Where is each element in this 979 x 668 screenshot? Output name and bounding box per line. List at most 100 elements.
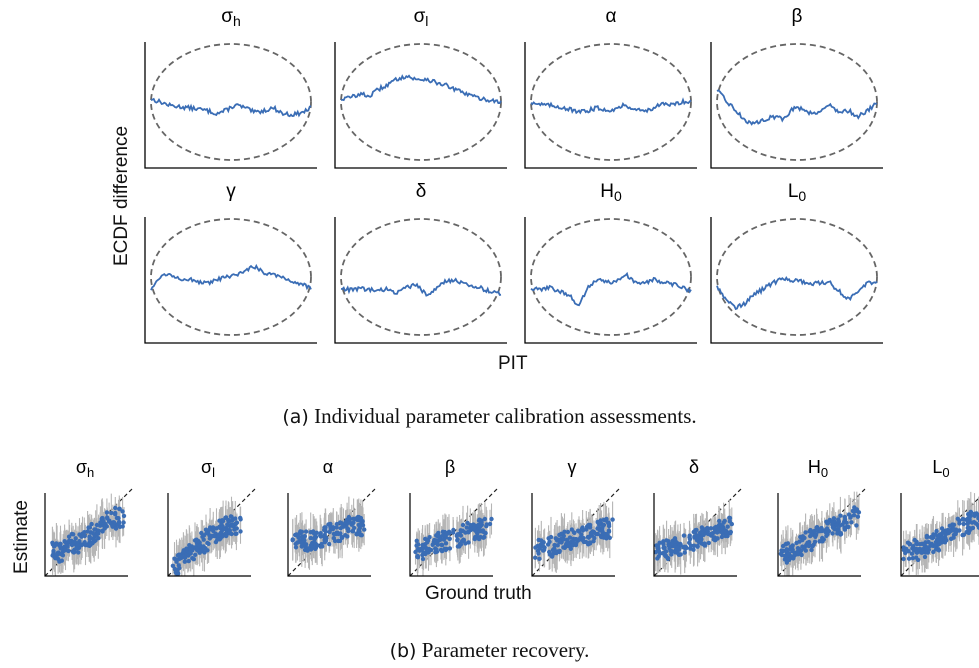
recovery-panel-h0-point-134 <box>826 529 832 534</box>
recovery-panel-h0-point-4 <box>838 513 843 518</box>
recovery-panel-h0-point-61 <box>778 551 784 556</box>
recovery-panel--l-error-bars <box>172 496 242 576</box>
recovery-panel-h0-point-71 <box>808 533 813 539</box>
recovery-panel---point-117 <box>576 528 581 533</box>
recovery-panel---point-118 <box>702 541 707 546</box>
recovery-panel--h-point-135 <box>71 539 77 545</box>
ecdf-panel---confidence-band <box>716 43 878 161</box>
recovery-panel---point-137 <box>341 524 346 529</box>
recovery-panel-h0-points <box>778 505 862 565</box>
recovery-panel---point-134 <box>460 528 466 533</box>
recovery-panel---point-129 <box>420 542 425 548</box>
recovery-panel---point-138 <box>547 552 553 557</box>
recovery-panel--l-point-46 <box>193 552 198 557</box>
recovery-panel---point-127 <box>697 530 703 535</box>
recovery-panel--h-point-61 <box>116 516 121 521</box>
recovery-panel--l-title: σl <box>201 457 215 480</box>
recovery-panel---point-130 <box>300 534 305 539</box>
recovery-panel-l0-point-139 <box>937 540 942 545</box>
recovery-panel---point-115 <box>334 525 339 530</box>
recovery-panel-l0-point-144 <box>924 546 929 551</box>
recovery-panel---point-110 <box>537 556 542 561</box>
recovery-panel---axes <box>653 493 737 577</box>
recovery-panel--h-point-98 <box>62 539 67 544</box>
recovery-panel---point-103 <box>464 525 469 530</box>
recovery-panel---point-146 <box>318 544 323 549</box>
recovery-panel--l-point-113 <box>198 543 203 548</box>
recovery-panel-l0-point-46 <box>909 551 915 556</box>
recovery-panel---point-94 <box>565 529 571 535</box>
ecdf-panel--h-ecdf-line <box>150 97 312 118</box>
recovery-panel-l0: L0 <box>900 457 979 577</box>
recovery-panel---point-2 <box>719 534 725 540</box>
recovery-panel---point-120 <box>698 535 703 540</box>
recovery-panel-h0-point-124 <box>837 523 843 528</box>
recovery-panel--l-point-129 <box>195 548 200 553</box>
recovery-panel---point-112 <box>552 546 557 551</box>
recovery-panel---point-6 <box>487 521 493 527</box>
recovery-panel--l-point-145 <box>174 559 179 564</box>
recovery-panel---point-86 <box>597 522 602 527</box>
ecdf-panel---axes <box>144 217 317 344</box>
recovery-panel---point-107 <box>420 546 425 551</box>
recovery-panel---point-121 <box>476 536 482 542</box>
recovery-panel--l-point-135 <box>192 538 198 543</box>
recovery-panel--h-title: σh <box>76 457 94 480</box>
recovery-panel---points <box>290 514 367 553</box>
ecdf-panel-h0: H0 <box>524 181 697 344</box>
recovery-panel---point-102 <box>566 543 572 549</box>
ecdf-panel--h-title: σh <box>221 6 241 29</box>
recovery-panel-l0-point-147 <box>967 515 972 521</box>
recovery-panel--h-point-133 <box>55 552 60 557</box>
recovery-panel--l-point-76 <box>170 563 176 568</box>
recovery-panel---point-102 <box>303 529 309 534</box>
recovery-panel---point-93 <box>359 522 364 528</box>
recovery-panel-h0-title-sub: 0 <box>821 465 828 480</box>
recovery-panel-l0-point-149 <box>914 541 919 546</box>
recovery-panel-l0-point-112 <box>968 509 973 515</box>
recovery-panel-h0-point-129 <box>825 521 830 526</box>
ecdf-panel-l0-title-sub: 0 <box>798 188 806 204</box>
recovery-panel---point-97 <box>455 537 460 542</box>
recovery-panel-h0-point-23 <box>844 520 849 525</box>
recovery-panel--h-point-114 <box>50 553 55 558</box>
recovery-panel-h0-point-123 <box>783 542 789 547</box>
caption-a-label: (a) <box>282 406 309 428</box>
recovery-panel---point-114 <box>352 525 357 531</box>
recovery-panel--l-title-base: σ <box>201 457 212 477</box>
recovery-panel---point-128 <box>547 539 552 544</box>
recovery-panel---point-68 <box>362 527 367 532</box>
ecdf-panel---title: δ <box>416 181 427 202</box>
recovery-panel---point-149 <box>606 529 612 534</box>
recovery-panel--l-point-138 <box>209 533 215 539</box>
ecdf-panel-h0-title-base: H <box>600 181 614 202</box>
recovery-panel--h-point-149 <box>120 509 125 514</box>
recovery-panel---point-137 <box>601 517 607 522</box>
recovery-panel-h0-title-base: H <box>808 457 821 477</box>
recovery-panel---point-93 <box>584 527 589 532</box>
recovery-panel-h0-point-79 <box>812 528 817 534</box>
recovery-panel---point-132 <box>581 535 586 541</box>
recovery-panel-l0-points <box>901 509 979 563</box>
recovery-panel--l-point-147 <box>233 521 238 527</box>
recovery-panel---point-136 <box>427 535 432 540</box>
recovery-panel--h-point-148 <box>85 529 90 534</box>
recovery-panel---point-106 <box>476 522 481 528</box>
recovery-panel---point-141 <box>465 529 471 535</box>
recovery-panel-h0-point-144 <box>787 557 792 562</box>
recovery-panel-l0-point-103 <box>926 539 931 545</box>
recovery-panel--h-point-2 <box>121 513 127 519</box>
recovery-panel-h0-point-46 <box>855 514 861 519</box>
recovery-panel---point-142 <box>691 529 696 535</box>
recovery-panel--h-point-102 <box>113 512 118 517</box>
recovery-panel---point-104 <box>434 533 439 538</box>
recovery-panel---title-base: δ <box>689 457 699 477</box>
recovery-panel---point-105 <box>581 539 587 545</box>
recovery-panel---point-73 <box>302 538 307 543</box>
recovery-panel---point-63 <box>533 555 538 560</box>
ecdf-panel---ecdf-line <box>716 89 878 126</box>
recovery-panel--l-point-86 <box>213 539 219 545</box>
ecdf-panel--l-title-sub: l <box>425 13 428 29</box>
recovery-panel--h-point-146 <box>117 506 122 511</box>
recovery-panel-l0-point-134 <box>973 521 979 526</box>
